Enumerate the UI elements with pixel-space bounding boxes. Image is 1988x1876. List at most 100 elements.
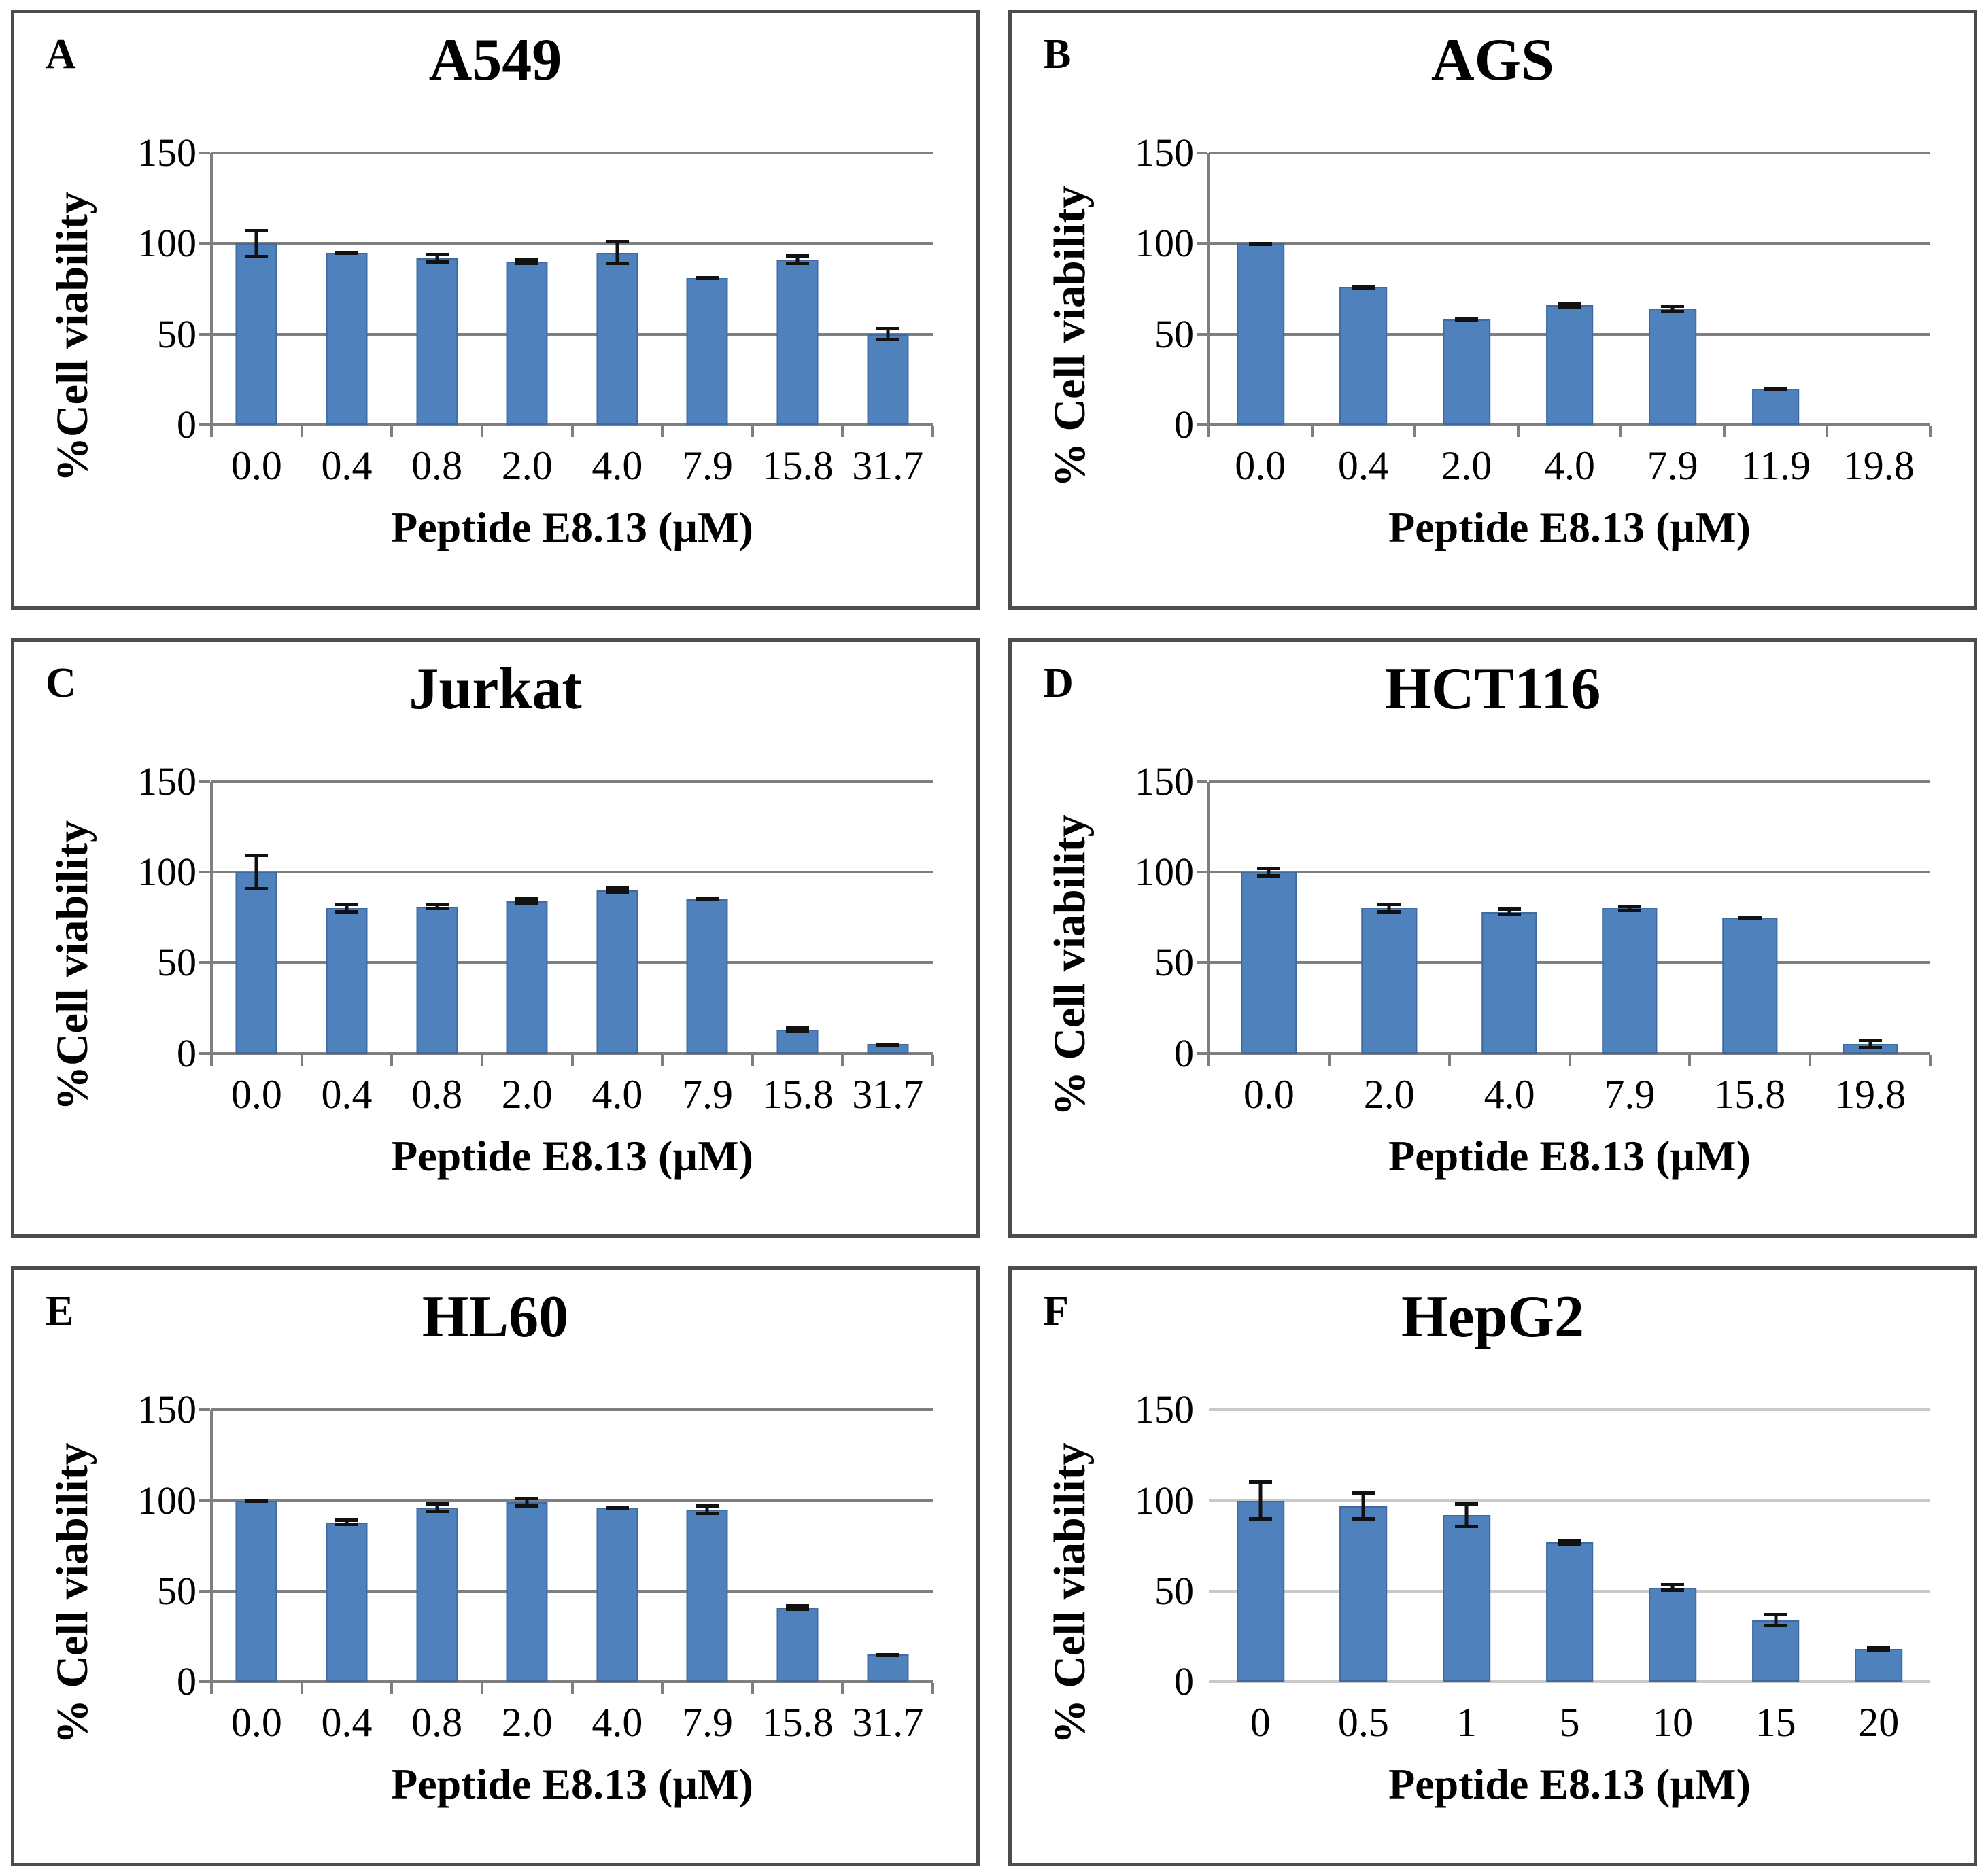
error-bar-cap-bottom <box>1352 1516 1375 1521</box>
x-tick-mark <box>480 426 483 437</box>
error-bar <box>1498 907 1522 917</box>
y-axis-label-wrap: %Cell viability <box>41 775 104 1228</box>
y-tick-label: 50 <box>157 940 196 985</box>
x-category-label: 15.8 <box>1714 1071 1786 1117</box>
y-tick-mark <box>199 1052 210 1055</box>
error-bar-cap-top <box>1352 1491 1375 1495</box>
error-bar-line <box>435 252 439 264</box>
error-bar-cap-top <box>1661 304 1685 308</box>
error-bar-cap-bottom <box>1248 1516 1272 1521</box>
x-category-label: 15 <box>1755 1700 1796 1745</box>
error-bar-cap-top <box>335 903 358 907</box>
x-category-label: 15.8 <box>761 443 834 488</box>
error-bar-cap-bottom <box>696 898 719 902</box>
error-bar-line <box>615 240 619 266</box>
bar <box>1339 1506 1388 1682</box>
y-tick-mark <box>1197 242 1207 245</box>
error-bar <box>245 229 269 258</box>
x-tick-mark <box>390 1054 394 1066</box>
x-category-label: 0.4 <box>321 443 373 488</box>
gridline <box>211 1589 933 1593</box>
error-bar-line <box>1628 904 1632 912</box>
plot-column: 150 100 50 0 0.0 0.4 2.0 4.0 7.9 11.9 19.8 Peptide … <box>1101 131 1941 600</box>
x-tick-mark <box>931 1683 934 1695</box>
x-category-label: 4.0 <box>592 443 643 488</box>
y-tick-label: 100 <box>137 1478 196 1523</box>
error-bar-cap-bottom <box>425 906 449 910</box>
error-bar-line <box>1267 866 1271 878</box>
y-tick-mark <box>1197 961 1207 965</box>
y-tick-mark <box>1197 152 1207 154</box>
bar <box>867 1654 909 1682</box>
x-tick-mark <box>1688 1054 1692 1066</box>
x-category-label: 10 <box>1652 1700 1694 1745</box>
error-bar <box>696 1504 719 1515</box>
error-bar-cap-bottom <box>786 1030 810 1034</box>
error-bar-cap-top <box>425 1502 449 1506</box>
x-category-label: 2.0 <box>1363 1071 1415 1117</box>
error-bar-cap-bottom <box>245 254 269 258</box>
error-bar-cap-bottom <box>1738 916 1762 920</box>
error-bar-cap-top <box>876 327 899 330</box>
error-bar <box>605 886 629 894</box>
error-bar-line <box>1774 1612 1778 1628</box>
y-tick-label: 100 <box>1135 221 1194 266</box>
bar <box>506 262 548 425</box>
y-tick-mark <box>199 152 210 154</box>
error-bar-cap-bottom <box>515 901 539 905</box>
x-category-label: 11.9 <box>1741 443 1811 488</box>
x-category-label: 0.4 <box>321 1700 373 1745</box>
bar <box>235 872 277 1054</box>
y-axis-line <box>1207 781 1210 1055</box>
error-bar <box>1764 1612 1787 1628</box>
x-tick-mark <box>1516 426 1520 437</box>
error-bar-cap-top <box>245 854 269 858</box>
error-bar-cap-bottom <box>876 1653 899 1657</box>
y-tick-mark <box>199 332 210 336</box>
bar <box>686 899 728 1054</box>
panel-A549: A A549 %Cell viability 150 100 50 0 0.0 0.4 0.8 2.… <box>11 10 980 610</box>
x-tick-mark <box>570 1683 574 1695</box>
y-axis-label: %Cell viability <box>48 191 97 482</box>
gridline <box>1209 1408 1930 1412</box>
error-bar-line <box>1868 1039 1872 1050</box>
error-bar-cap-bottom <box>1454 1524 1478 1528</box>
chart-title: A549 <box>428 27 562 93</box>
x-tick-mark <box>841 1683 844 1695</box>
y-tick-mark <box>1197 1052 1207 1055</box>
error-bar <box>605 240 629 266</box>
x-tick-mark <box>1722 426 1726 437</box>
error-bar-cap-top <box>1377 903 1401 907</box>
error-bar <box>335 1518 358 1526</box>
error-bar-cap-bottom <box>876 1043 899 1047</box>
y-axis-label-wrap: % Cell viability <box>1039 146 1101 600</box>
error-bar-cap-bottom <box>605 262 629 266</box>
y-tick-label: 0 <box>1174 1659 1194 1704</box>
error-bar-cap-bottom <box>605 890 629 894</box>
x-tick-mark <box>390 426 394 437</box>
x-category-label: 0.0 <box>1235 443 1286 488</box>
y-tick-label: 150 <box>1135 131 1194 175</box>
error-bar-line <box>1568 301 1571 309</box>
bar <box>326 1522 368 1682</box>
error-bar-line <box>345 903 349 914</box>
x-tick-mark <box>480 1683 483 1695</box>
error-bar <box>1764 387 1787 391</box>
x-tick-mark <box>661 426 664 437</box>
bar <box>1602 908 1658 1054</box>
chart-area: %Cell viability 150 100 50 0 0.0 0.4 0.8 2.0 4.0 7… <box>41 131 944 600</box>
chart-area: %Cell viability 150 100 50 0 0.0 0.4 0.8 2.0 4.0 7… <box>41 759 944 1228</box>
gridline <box>1209 780 1930 783</box>
x-axis-title: Peptide E8.13 (µM) <box>391 1131 753 1180</box>
error-bar-line <box>795 1026 800 1034</box>
y-tick-label: 0 <box>1174 1030 1194 1075</box>
error-bar-cap-bottom <box>245 1499 269 1503</box>
error-bar-cap-top <box>786 1603 810 1608</box>
error-bar-line <box>1258 1480 1263 1521</box>
error-bar-line <box>1670 1582 1675 1593</box>
x-category-label: 19.8 <box>1834 1071 1906 1117</box>
error-bar-line <box>254 229 258 258</box>
error-bar <box>1257 866 1281 878</box>
gridline <box>211 870 933 873</box>
x-category-label: 15.8 <box>761 1071 834 1117</box>
